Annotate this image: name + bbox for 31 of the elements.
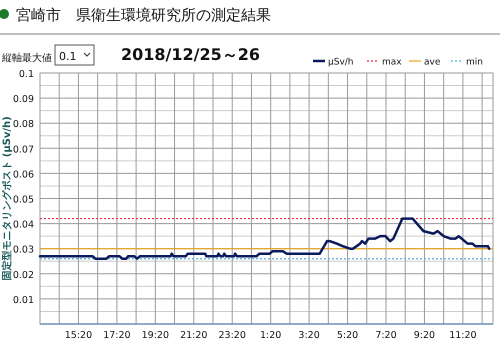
chart-title: 宮崎市 県衛生環境研究所の測定結果 <box>16 6 271 24</box>
x-tick-label: 5:20 <box>336 330 358 341</box>
y-tick-label: 0.01 <box>12 294 34 306</box>
legend-label: max <box>382 58 402 68</box>
y-tick-label: 0.08 <box>12 119 34 130</box>
x-tick-label: 9:20 <box>414 330 436 341</box>
x-tick-label: 21:20 <box>180 330 208 341</box>
chart-subtitle: 2018/12/25～26 <box>121 45 260 64</box>
y-tick-label: 0.07 <box>12 144 34 156</box>
x-tick-label: 15:20 <box>64 330 92 341</box>
legend-label: ave <box>424 58 441 68</box>
y-tick-label: 0.02 <box>12 270 34 281</box>
x-tick-label: 23:20 <box>218 330 246 341</box>
x-tick-label: 19:20 <box>142 330 170 341</box>
line-series <box>38 217 490 260</box>
x-tick-label: 3:20 <box>298 330 320 341</box>
dropdown-field: 0.1 <box>54 44 94 66</box>
y-tick-label: 0.03 <box>12 244 34 256</box>
y-axis-title: 固定型モニタリングポスト (μSv/h) <box>1 116 13 281</box>
legend-label: μSv/h <box>328 58 354 68</box>
y-tick-label: 0.1 <box>18 69 34 80</box>
legend-label: min <box>466 58 483 68</box>
x-tick-label: 7:20 <box>375 330 397 341</box>
x-tick-label: 17:20 <box>103 330 131 341</box>
y-tick-label: 0.06 <box>12 169 34 180</box>
y-tick-label: 0.04 <box>12 220 34 231</box>
x-tick-label: 1:20 <box>260 330 282 341</box>
text: 縦軸最大値 <box>1 52 52 64</box>
y-tick-label: 0.09 <box>12 94 34 106</box>
y-tick-label: 0.05 <box>12 194 34 206</box>
x-tick-label: 11:20 <box>449 330 477 341</box>
